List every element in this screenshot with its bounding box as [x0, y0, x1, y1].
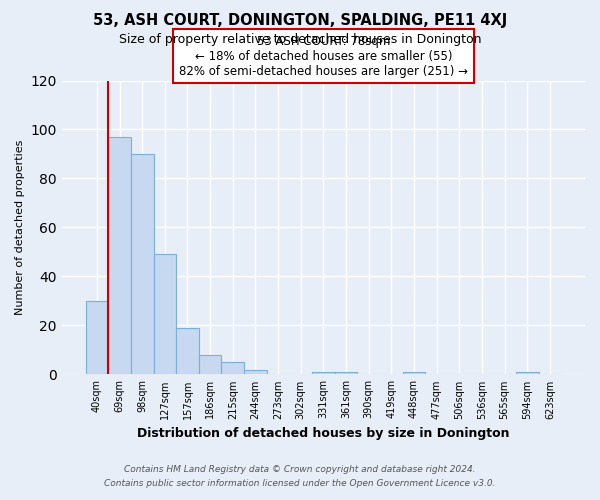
Bar	[131, 154, 154, 374]
Bar	[244, 370, 267, 374]
Bar	[154, 254, 176, 374]
Text: 53, ASH COURT, DONINGTON, SPALDING, PE11 4XJ: 53, ASH COURT, DONINGTON, SPALDING, PE11…	[93, 12, 507, 28]
Text: Contains HM Land Registry data © Crown copyright and database right 2024.
Contai: Contains HM Land Registry data © Crown c…	[104, 466, 496, 487]
X-axis label: Distribution of detached houses by size in Donington: Distribution of detached houses by size …	[137, 427, 509, 440]
Bar	[176, 328, 199, 374]
Bar	[335, 372, 358, 374]
Bar	[86, 301, 108, 374]
Bar	[221, 362, 244, 374]
Bar	[312, 372, 335, 374]
Bar	[199, 355, 221, 374]
Y-axis label: Number of detached properties: Number of detached properties	[15, 140, 25, 315]
Bar	[516, 372, 539, 374]
Bar	[403, 372, 425, 374]
Text: 53 ASH COURT: 78sqm
← 18% of detached houses are smaller (55)
82% of semi-detach: 53 ASH COURT: 78sqm ← 18% of detached ho…	[179, 34, 468, 78]
Text: Size of property relative to detached houses in Donington: Size of property relative to detached ho…	[119, 32, 481, 46]
Bar	[108, 137, 131, 374]
